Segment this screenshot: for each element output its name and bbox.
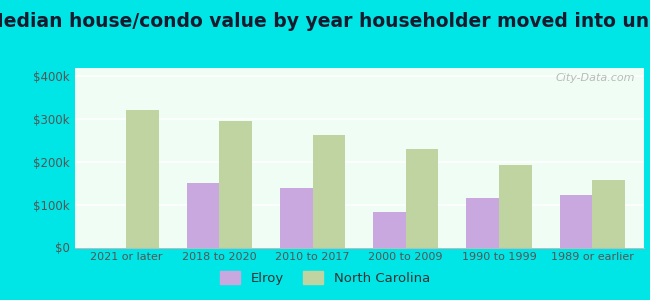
Bar [592,180,625,248]
Bar [373,212,406,247]
Bar [499,165,532,248]
Bar [280,188,313,248]
Bar [219,121,252,248]
Bar [126,110,159,248]
Text: Median house/condo value by year householder moved into unit: Median house/condo value by year househo… [0,12,650,31]
Bar [560,195,592,248]
Bar [187,183,219,247]
Bar [313,135,345,248]
Bar [466,198,499,248]
Bar [406,149,438,248]
Text: City-Data.com: City-Data.com [556,73,635,83]
Legend: Elroy, North Carolina: Elroy, North Carolina [214,266,436,290]
